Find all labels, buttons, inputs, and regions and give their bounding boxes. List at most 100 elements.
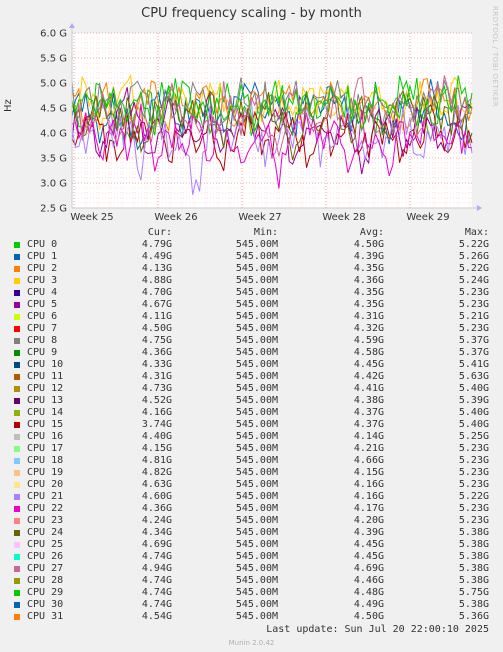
y-tick-label: 4.0 G (40, 129, 67, 140)
legend-cur: 4.74G (141, 587, 172, 598)
legend-avg: 4.35G (353, 263, 384, 274)
legend-row: CPU 2 4.13G 545.00M 4.35G 5.22G (0, 263, 503, 275)
legend-avg: 4.50G (353, 611, 384, 622)
legend-avg: 4.37G (353, 407, 384, 418)
legend-swatch (14, 458, 20, 464)
legend-avg: 4.48G (353, 587, 384, 598)
legend-name: CPU 23 (27, 515, 64, 526)
last-update: Last update: Sun Jul 20 22:00:10 2025 (266, 624, 489, 635)
legend-avg: 4.66G (353, 455, 384, 466)
legend-max: 5.23G (458, 479, 489, 490)
legend-swatch (14, 446, 20, 452)
legend-row: CPU 5 4.67G 545.00M 4.35G 5.23G (0, 299, 503, 311)
legend-max: 5.38G (458, 551, 489, 562)
legend-row: CPU 17 4.15G 545.00M 4.21G 5.23G (0, 443, 503, 455)
legend-min: 545.00M (235, 611, 278, 622)
legend-row: CPU 18 4.81G 545.00M 4.66G 5.23G (0, 455, 503, 467)
legend-name: CPU 30 (27, 599, 64, 610)
legend-row: CPU 25 4.69G 545.00M 4.45G 5.38G (0, 539, 503, 551)
legend-swatch (14, 278, 20, 284)
legend-swatch (14, 482, 20, 488)
legend-swatch (14, 422, 20, 428)
legend-swatch (14, 434, 20, 440)
legend-cur: 4.81G (141, 455, 172, 466)
legend-min: 545.00M (235, 563, 278, 574)
legend-cur: 4.11G (141, 311, 172, 322)
legend-swatch (14, 350, 20, 356)
y-tick-label: 4.5 G (40, 104, 67, 115)
legend-name: CPU 28 (27, 575, 64, 586)
series-line (71, 73, 473, 134)
legend-min: 545.00M (235, 551, 278, 562)
legend-avg: 4.45G (353, 539, 384, 550)
legend-swatch (14, 242, 20, 248)
legend-cur: 4.16G (141, 407, 172, 418)
legend-name: CPU 16 (27, 431, 64, 442)
legend-cur: 4.63G (141, 479, 172, 490)
legend-swatch (14, 566, 20, 572)
legend-row: CPU 20 4.63G 545.00M 4.16G 5.23G (0, 479, 503, 491)
legend-cur: 4.69G (141, 539, 172, 550)
legend-swatch (14, 386, 20, 392)
legend-cur: 4.54G (141, 611, 172, 622)
y-tick-label: 3.0 G (40, 179, 67, 190)
legend-min: 545.00M (235, 359, 278, 370)
legend-name: CPU 13 (27, 395, 64, 406)
legend-row: CPU 19 4.82G 545.00M 4.15G 5.23G (0, 467, 503, 479)
legend-row: CPU 4 4.70G 545.00M 4.35G 5.23G (0, 287, 503, 299)
legend-name: CPU 24 (27, 527, 64, 538)
legend-max: 5.40G (458, 407, 489, 418)
legend-max: 5.41G (458, 359, 489, 370)
y-tick-label: 6.0 G (40, 29, 67, 40)
legend-avg: 4.16G (353, 491, 384, 502)
legend-row: CPU 0 4.79G 545.00M 4.50G 5.22G (0, 239, 503, 251)
legend-header-avg: Avg: (359, 227, 384, 238)
legend-name: CPU 1 (27, 251, 58, 262)
legend-cur: 4.36G (141, 347, 172, 358)
legend-row: CPU 9 4.36G 545.00M 4.58G 5.37G (0, 347, 503, 359)
legend-cur: 4.50G (141, 323, 172, 334)
legend-max: 5.40G (458, 383, 489, 394)
legend-avg: 4.69G (353, 563, 384, 574)
legend-max: 5.63G (458, 371, 489, 382)
chart-plot: 2.5 G 3.0 G 3.5 G 4.0 G 4.5 G 5.0 G 5.5 G 6.0 G… (40, 23, 482, 223)
legend-avg: 4.31G (353, 311, 384, 322)
legend-max: 5.21G (458, 311, 489, 322)
legend-name: CPU 2 (27, 263, 58, 274)
legend-swatch (14, 362, 20, 368)
legend-max: 5.39G (458, 395, 489, 406)
legend-min: 545.00M (235, 335, 278, 346)
legend-min: 545.00M (235, 371, 278, 382)
legend-swatch (14, 506, 20, 512)
legend-max: 5.23G (458, 467, 489, 478)
rrdtool-credit: RRDTOOL / TOBI OETIKER (491, 6, 499, 108)
legend-name: CPU 22 (27, 503, 64, 514)
legend-cur: 4.34G (141, 527, 172, 538)
legend-name: CPU 26 (27, 551, 64, 562)
legend-name: CPU 5 (27, 299, 58, 310)
legend-swatch (14, 578, 20, 584)
y-axis-arrow (69, 23, 75, 28)
legend-min: 545.00M (235, 491, 278, 502)
legend-name: CPU 29 (27, 587, 64, 598)
legend-name: CPU 21 (27, 491, 64, 502)
legend-cur: 4.75G (141, 335, 172, 346)
legend-swatch (14, 326, 20, 332)
legend-avg: 4.36G (353, 275, 384, 286)
legend-swatch (14, 590, 20, 596)
y-tick-label: 5.5 G (40, 54, 67, 65)
legend-max: 5.37G (458, 347, 489, 358)
legend-swatch (14, 302, 20, 308)
legend-swatch (14, 254, 20, 260)
legend-min: 545.00M (235, 395, 278, 406)
legend-row: CPU 8 4.75G 545.00M 4.59G 5.37G (0, 335, 503, 347)
legend-name: CPU 6 (27, 311, 58, 322)
legend-avg: 4.35G (353, 287, 384, 298)
series-line (71, 75, 473, 136)
legend-max: 5.36G (458, 611, 489, 622)
legend-cur: 4.94G (141, 563, 172, 574)
legend-row: CPU 11 4.31G 545.00M 4.42G 5.63G (0, 371, 503, 383)
legend-row: CPU 30 4.74G 545.00M 4.49G 5.38G (0, 599, 503, 611)
legend-avg: 4.39G (353, 251, 384, 262)
legend-swatch (14, 338, 20, 344)
